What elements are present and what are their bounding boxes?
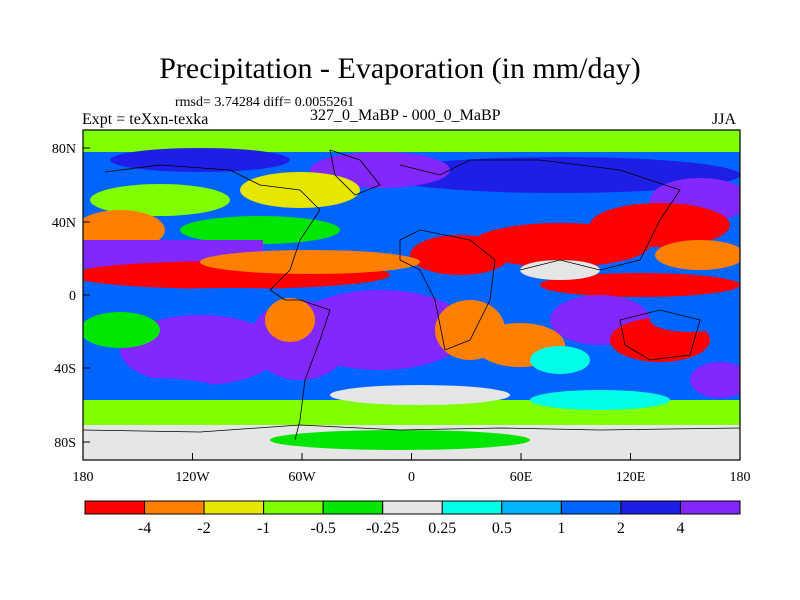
field-arctic-green [83,130,740,152]
field-wpac-red [540,273,740,297]
field-so-white [330,385,510,405]
colorbar-swatch [322,500,384,515]
field-arctic-blue [110,148,290,172]
field-np-orange [83,210,165,250]
colorbar-swatch [620,500,681,515]
field-spac-purple [120,315,280,385]
coast-antarctica [83,424,740,433]
field-io-cyan [530,346,590,374]
colorbar-label: -0.5 [311,520,336,537]
field-sa-orange [265,298,315,342]
coast-south-america [294,299,331,441]
field-asia-orange [655,240,740,270]
colorbar-swatch [203,500,265,515]
field-sahara-red [410,235,510,275]
lat-tick-label: 0 [69,289,76,304]
lat-tick-label: 40S [54,362,76,377]
lon-tick-label: 180 [73,470,94,485]
chart-title: Precipitation - Evaporation (in mm/day) [159,52,641,85]
field-spcz-blue [650,308,730,332]
colorbar-label: 0.25 [428,520,456,537]
colorbar-label: -4 [138,520,151,537]
colorbar-label: -2 [197,520,210,537]
field-so-cyan [530,390,670,410]
field-asia-red [470,223,650,267]
colorbar-label: 4 [676,520,684,537]
field-spac-green [83,312,160,348]
map-field [83,130,740,460]
coast-eurasia [399,159,681,271]
field-tasman-purple [690,362,740,398]
colorbar-label: 1 [557,520,565,537]
lon-tick-label: 120E [616,470,646,485]
lon-tick-label: 180 [730,470,751,485]
lat-tick-label: 80N [52,142,76,157]
field-so-blue [83,378,220,402]
experiment-label: Expt = teXxn-texka [82,111,209,128]
colorbar-swatch [144,500,205,515]
colorbar-swatch [263,500,324,515]
lon-tick-label: 60E [510,470,533,485]
coast-greenland [329,149,381,196]
coastlines [83,149,740,441]
colorbar-swatch [679,500,741,515]
coast-africa [399,229,496,351]
colorbar-label: -0.25 [366,520,399,537]
lon-axis: 180 120W 60W 0 60E 120E 180 [73,453,751,485]
colorbar-swatch [84,500,146,515]
field-io-white [520,260,600,280]
period-label: 327_0_MaBP - 000_0_MaBP [310,107,501,124]
lon-tick-label: 0 [408,470,415,485]
coast-australia [619,309,701,361]
lat-axis: 80N 40N 0 40S 80S [52,142,90,451]
field-pacific-green [180,216,340,244]
season-label: JJA [712,111,737,128]
lat-tick-label: 80S [54,436,76,451]
colorbar-label: 0.5 [492,520,512,537]
colorbar-swatch [441,500,503,515]
colorbar-label: -1 [257,520,270,537]
lon-tick-label: 120W [175,470,210,485]
colorbar: -4 -2 -1 -0.5 -0.25 0.25 0.5 1 2 4 [84,500,741,537]
field-antarctic-green [270,430,530,450]
colorbar-swatch [560,500,622,515]
field-siberia-blue [380,157,740,193]
colorbar-swatch [382,500,443,515]
lat-tick-label: 40N [52,216,76,231]
field-np-green [90,184,230,216]
stats-text: rmsd= 3.74284 diff= 0.0055261 [175,95,355,110]
coast-north-america [104,164,321,301]
colorbar-label: 2 [617,520,625,537]
colorbar-swatch [501,500,562,515]
field-itcz-orange [200,250,420,274]
lon-tick-label: 60W [288,470,316,485]
